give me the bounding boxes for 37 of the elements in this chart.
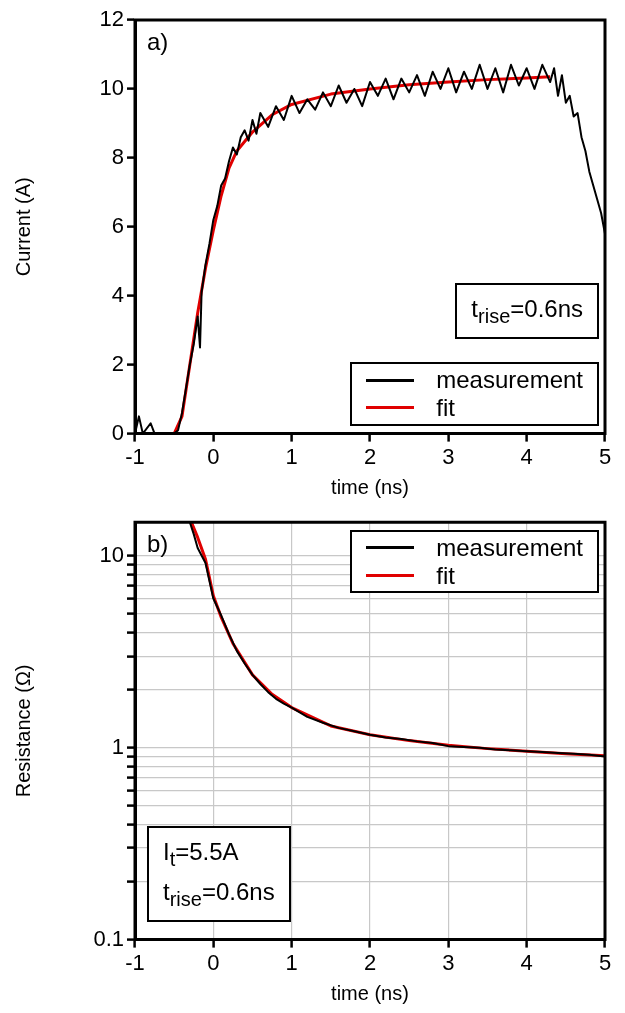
x-axis-title: time (ns) <box>331 981 409 1004</box>
legend-label: fit <box>436 561 455 590</box>
legend-label: measurement <box>436 366 583 395</box>
x-axis-title: time (ns) <box>331 475 409 498</box>
y-tick-label: 0.1 <box>93 925 124 951</box>
x-tick-label: 4 <box>520 949 533 975</box>
chart-title: b) <box>147 530 169 559</box>
y-tick-label: 2 <box>111 350 124 376</box>
x-tick-label: 4 <box>520 443 533 469</box>
y-tick-label: 8 <box>111 143 124 169</box>
x-tick-label: 1 <box>285 443 298 469</box>
legend-label: fit <box>436 394 455 422</box>
x-tick-label: 5 <box>598 443 612 469</box>
y-tick-label: 0 <box>111 419 124 445</box>
x-tick-label: 2 <box>363 443 377 469</box>
x-tick-label: 5 <box>598 949 612 975</box>
y-axis-title: Resistance (Ω) <box>11 664 34 798</box>
annotation: t$_{rise}$=0.6ns <box>471 293 583 329</box>
legend-label: measurement <box>436 534 583 562</box>
x-tick-label: 0 <box>207 443 220 469</box>
x-tick-label: 3 <box>442 949 455 975</box>
y-tick-label: 10 <box>99 542 124 568</box>
x-tick-label: 1 <box>285 949 298 975</box>
annotation: t$_{rise}$=0.6ns <box>163 876 275 912</box>
x-tick-label: 2 <box>363 949 377 975</box>
x-tick-label: -1 <box>125 443 145 469</box>
chart-title: a) <box>147 28 169 56</box>
y-tick-label: 4 <box>111 281 124 307</box>
y-tick-label: 1 <box>111 733 124 759</box>
x-tick-label: 0 <box>207 949 220 975</box>
y-tick-label: 12 <box>99 6 124 32</box>
y-axis-title: Current (A) <box>11 177 34 277</box>
y-tick-label: 6 <box>111 212 124 238</box>
y-tick-label: 10 <box>99 75 124 100</box>
x-tick-label: 3 <box>442 443 455 469</box>
annotation: I$_{t}$=5.5A <box>163 837 240 872</box>
x-tick-label: -1 <box>125 949 145 975</box>
